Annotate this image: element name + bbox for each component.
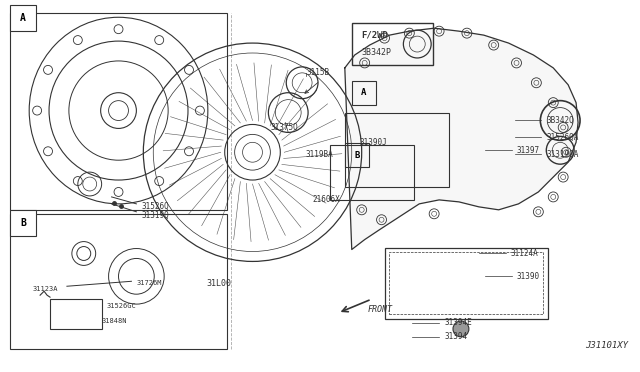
Text: 31397: 31397	[516, 146, 540, 155]
Text: 3B342P: 3B342P	[362, 48, 392, 57]
Circle shape	[453, 321, 469, 337]
Bar	[390, 253, 543, 314]
Bar	[352, 23, 433, 65]
Bar	[330, 145, 414, 200]
Text: 31394E: 31394E	[444, 318, 472, 327]
Text: 31526Q: 31526Q	[141, 202, 169, 211]
Text: A: A	[20, 13, 26, 23]
Text: 21606X: 21606X	[312, 195, 340, 204]
Bar	[345, 143, 369, 167]
Text: 3B342Q: 3B342Q	[547, 116, 574, 125]
Text: 31124A: 31124A	[511, 249, 538, 258]
Text: 31726M: 31726M	[136, 280, 162, 286]
Bar	[345, 113, 449, 187]
Text: 31394: 31394	[444, 332, 467, 341]
Text: J31101XY: J31101XY	[585, 341, 628, 350]
Text: 31319QA: 31319QA	[547, 150, 579, 159]
Text: 31848N: 31848N	[102, 318, 127, 324]
Bar	[385, 247, 548, 319]
Text: 31390J: 31390J	[360, 138, 387, 147]
Text: 31319Q: 31319Q	[141, 211, 169, 220]
Text: A: A	[361, 88, 366, 97]
Text: 31526GC: 31526GC	[107, 303, 136, 309]
Bar	[10, 214, 227, 349]
Text: F/2WD: F/2WD	[362, 31, 388, 40]
Text: 31390: 31390	[516, 272, 540, 281]
Text: 31526QA: 31526QA	[547, 133, 579, 142]
Text: 31375Q: 31375Q	[270, 123, 298, 132]
Text: 31L00: 31L00	[206, 279, 231, 288]
Text: B: B	[354, 151, 360, 160]
Bar	[50, 299, 102, 329]
Text: B: B	[20, 218, 26, 228]
Text: 31123A: 31123A	[32, 286, 58, 292]
Bar	[10, 5, 36, 31]
Bar	[352, 81, 376, 105]
Bar	[10, 210, 36, 235]
Text: FRONT: FRONT	[367, 305, 393, 314]
Text: 3119BA: 3119BA	[305, 150, 333, 159]
Bar	[10, 13, 227, 210]
Polygon shape	[345, 28, 578, 250]
Text: 3115B: 3115B	[306, 68, 329, 77]
